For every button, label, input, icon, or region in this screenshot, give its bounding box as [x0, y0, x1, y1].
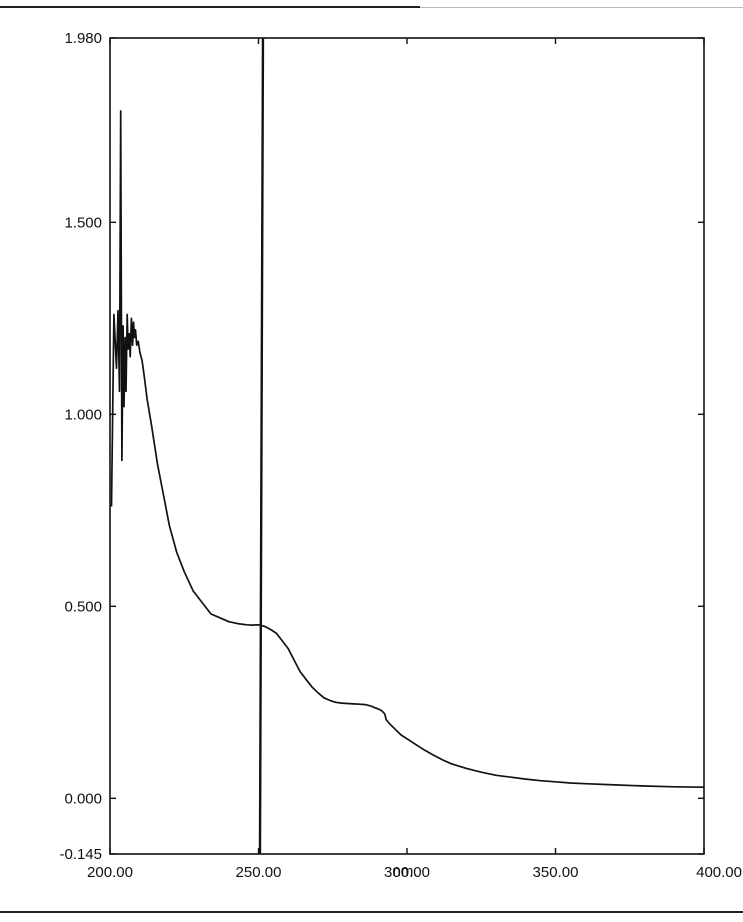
y-tick-label: -0.145: [59, 846, 102, 863]
scan-edge-top-faint: [420, 7, 743, 8]
x-tick-label: 200.00: [87, 864, 133, 881]
x-tick-label: 350.00: [533, 864, 579, 881]
y-tick-label: 1.980: [64, 30, 102, 47]
x-tick-label: 400.00: [696, 864, 742, 881]
chart-series: [110, 110, 705, 789]
x-axis-label: nm.: [392, 863, 417, 880]
scan-edge-bottom: [0, 911, 743, 913]
x-axis-tick-labels: 200.00 250.00 300.00 350.00 400.00: [87, 864, 742, 881]
scan-edge-top: [0, 6, 420, 8]
y-tick-label: 0.000: [64, 790, 102, 807]
series-line: [110, 110, 705, 789]
x-tick-label: 300.00: [384, 864, 430, 881]
y-tick-label: 0.500: [64, 598, 102, 615]
x-axis-ticks: [109, 38, 705, 854]
chart-annotations: [258, 37, 265, 855]
y-tick-label: 1.500: [64, 214, 102, 231]
y-tick-label: 1.000: [64, 406, 102, 423]
y-axis-ticks: [110, 37, 704, 855]
marker-vertical-line: [258, 37, 265, 855]
y-axis-tick-labels: -0.145 0.000 0.500 1.000 1.500 1.980: [59, 30, 102, 863]
plot-frame: [109, 37, 705, 855]
x-tick-label: 250.00: [236, 864, 282, 881]
